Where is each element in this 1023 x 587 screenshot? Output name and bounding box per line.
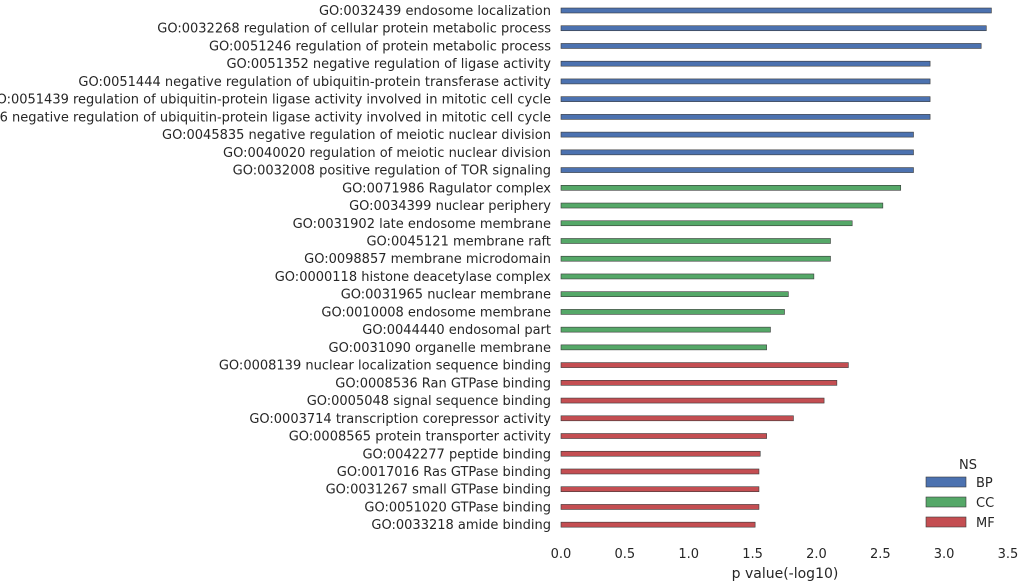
bar [560,131,914,138]
bar [560,114,931,120]
category-label: GO:0051439 regulation of ubiquitin-prote… [0,93,551,108]
bar [560,486,760,493]
category-label: GO:0051246 regulation of protein metabol… [209,39,551,54]
category-label: GO:0071986 Ragulator complex [342,181,551,196]
bar [560,167,914,173]
bar [560,362,849,368]
bar [560,504,760,510]
bar [560,415,794,422]
x-tick-label: 3.0 [934,547,955,562]
category-label: GO:0098857 membrane microdomain [304,252,551,267]
legend: NS BP CC MF [925,458,995,531]
category-label: GO:0044440 endosomal part [362,323,551,338]
category-label: GO:0031267 small GTPase binding [326,483,551,498]
category-label: GO:0017016 Ras GTPase binding [337,465,551,480]
bar [560,309,785,315]
bar [560,238,831,244]
x-tick-label: 2.5 [870,547,891,562]
category-label: GO:0032439 endosome localization [319,4,551,19]
bar [560,149,914,156]
category-label: GO:0051352 negative regulation of ligase… [226,57,551,72]
bar [560,273,815,280]
category-label: GO:0008139 nuclear localization sequence… [219,359,551,374]
category-label: GO:0051444 negative regulation of ubiqui… [78,75,551,90]
x-tick-label: 0.5 [615,547,636,562]
bar [560,7,992,14]
category-label: GO:0000118 histone deacetylase complex [275,270,552,285]
category-label: GO:0005048 signal sequence binding [307,394,551,409]
bar [560,468,760,475]
bar [560,185,902,191]
category-label: GO:0003714 transcription corepressor act… [249,412,551,427]
category-label: GO:0051436 negative regulation of ubiqui… [0,110,551,125]
bar [560,326,771,333]
x-tick-label: 2.0 [806,547,827,562]
category-label: GO:0008565 protein transporter activity [289,430,552,445]
category-label: GO:0032008 positive regulation of TOR si… [233,164,551,179]
category-label: GO:0032268 regulation of cellular protei… [157,22,551,37]
category-label: GO:0034399 nuclear periphery [349,199,551,214]
x-tick-label: 1.0 [678,547,699,562]
x-tick-label: 3.5 [998,547,1019,562]
bar [560,60,931,67]
x-tick-label: 1.5 [742,547,763,562]
x-axis: 0.0 0.5 1.0 1.5 2.0 2.5 3.0 3.5 [551,547,1019,562]
legend-swatch-cc [925,496,967,508]
bar [560,255,831,262]
legend-swatch-bp [925,476,967,488]
x-tick-label: 0.0 [551,547,572,562]
bar [560,220,853,227]
category-label: GO:0031965 nuclear membrane [341,288,551,303]
bar [560,202,884,209]
category-label: GO:0051020 GTPase binding [364,500,551,515]
bar [560,25,987,32]
x-axis-label: p value(-log10) [732,566,839,582]
bar [560,380,838,386]
category-label: GO:0008536 Ran GTPase binding [335,376,551,391]
legend-label-cc: CC [976,496,994,511]
category-label: GO:0040020 regulation of meiotic nuclear… [223,146,551,161]
category-label: GO:0042277 peptide binding [362,447,551,462]
bar [560,397,825,404]
bar [560,78,931,85]
legend-swatch-mf [925,516,967,528]
category-label: GO:0045835 negative regulation of meioti… [162,128,551,143]
bar [560,96,931,102]
bar [560,521,756,528]
category-labels: GO:0032439 endosome localization GO:00322… [0,4,551,533]
legend-label-bp: BP [976,476,993,491]
category-label: GO:0031090 organelle membrane [329,341,552,356]
category-label: GO:0031902 late endosome membrane [293,217,551,232]
bar [560,291,789,297]
bar [560,450,761,457]
bars-layer [560,7,992,528]
bar [560,433,767,439]
bar [560,43,982,49]
category-label: GO:0033218 amide binding [371,518,551,533]
legend-label-mf: MF [976,516,995,531]
legend-title: NS [959,458,977,473]
legend-entries: BP CC MF [925,476,995,531]
category-label: GO:0045121 membrane raft [366,234,551,249]
category-label: GO:0010008 endosome membrane [321,305,551,320]
bar [560,344,767,351]
